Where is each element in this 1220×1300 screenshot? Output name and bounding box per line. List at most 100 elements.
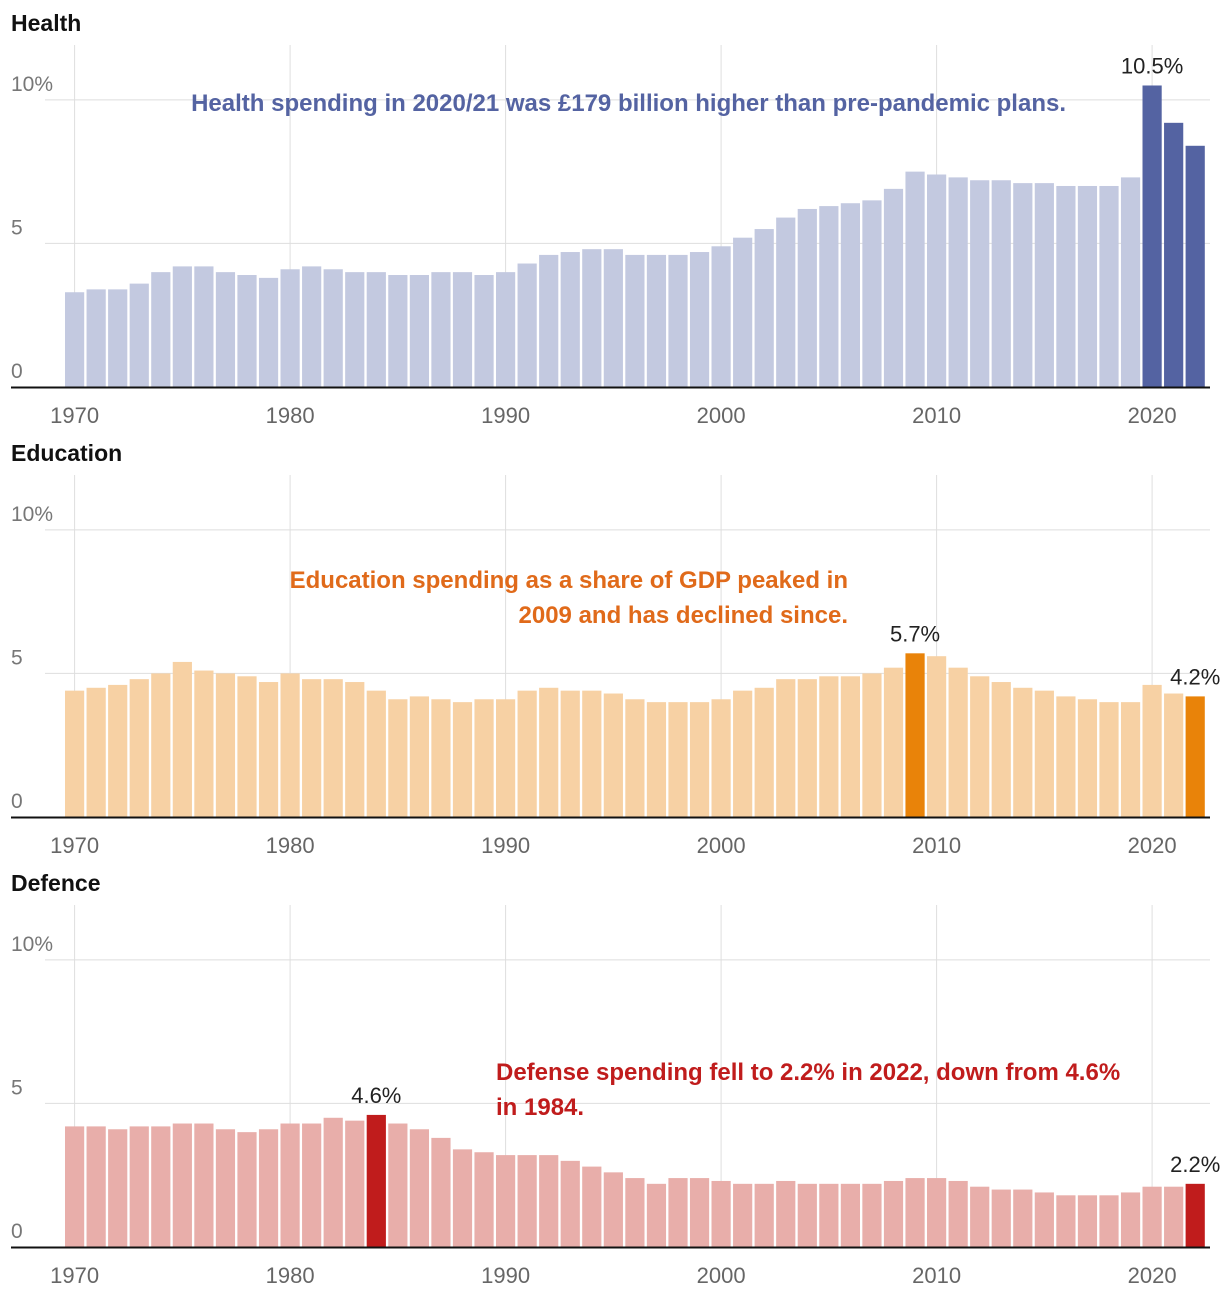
defence-bar-2011 [948,1180,968,1247]
health-bar-2021 [1164,122,1184,387]
defence-xtick-label-1980: 1980 [266,1263,315,1288]
defence-bar-1991 [517,1155,537,1247]
education-bar-1977 [215,673,236,817]
health-title: Health [11,10,82,36]
defence-bar-2013 [991,1189,1011,1247]
health-bar-1980 [280,269,300,387]
defence-bar-1970 [65,1126,85,1247]
health-bar-1994 [582,249,602,387]
defence-bar-1997 [646,1183,667,1247]
defence-bar-1996 [625,1178,645,1247]
education-bar-1987 [431,699,451,817]
health-bar-1985 [388,275,408,387]
education-bar-2010 [927,656,947,817]
defence-bar-2010 [927,1178,947,1247]
education-bar-1981 [302,679,322,817]
defence-bar-2017 [1077,1195,1098,1247]
defence-data-label-2022: 2.2% [1170,1152,1220,1177]
defence-bar-2004 [797,1183,817,1247]
defence-bar-2020 [1142,1186,1162,1247]
health-data-label-2020: 10.5% [1121,53,1183,78]
education-bar-1978 [237,676,257,817]
health-bar-2007 [862,200,882,387]
education-bar-1999 [689,702,710,817]
education-bar-2001 [733,690,753,817]
health-xtick-label-2010: 2010 [912,403,961,428]
education-bar-2008 [883,667,904,817]
education-bar-1972 [108,684,128,817]
defence-bar-2016 [1056,1195,1076,1247]
education-annotation: Education spending as a share of GDP pea… [289,567,848,629]
education-bar-2007 [862,673,882,817]
defence-bar-2014 [1013,1189,1033,1247]
education-bar-1992 [539,687,559,817]
education-bar-1971 [86,687,106,817]
education-bar-2009 [905,653,925,817]
defence-bar-1985 [388,1123,408,1247]
defence-bar-2003 [776,1180,796,1247]
education-bar-2016 [1056,696,1076,817]
education-bar-1993 [560,690,580,817]
health-xtick-label-1970: 1970 [50,403,99,428]
education-bar-2000 [711,699,731,817]
health-bar-1984 [366,272,386,387]
education-bar-2018 [1099,702,1119,817]
education-bar-1991 [517,690,537,817]
health-bar-1976 [194,266,214,387]
defence-bar-1971 [86,1126,106,1247]
health-bar-1993 [560,252,580,387]
health-bar-1983 [345,272,365,387]
health-bar-1977 [215,272,236,387]
defence-bar-1987 [431,1137,451,1247]
health-bar-1972 [108,289,128,387]
health-bar-2012 [970,180,990,387]
health-ytick-label-5: 5 [11,216,23,239]
education-data-label-2022: 4.2% [1170,664,1220,689]
education-data-label-2009: 5.7% [890,621,940,646]
education-ytick-label-10: 10% [11,503,53,526]
health-xtick-label-2020: 2020 [1128,403,1177,428]
education-bar-1976 [194,670,214,817]
defence-bar-1993 [560,1160,580,1247]
health-panel: Health 0 5 10% 1970 1980 1990 2000 2010 2020 10.5… [0,0,1220,430]
education-ytick-label-0: 0 [11,790,23,813]
education-xtick-label-1970: 1970 [50,833,99,858]
defence-bar-1982 [323,1117,343,1247]
education-xtick-label-2020: 2020 [1128,833,1177,858]
defence-bar-1999 [689,1178,710,1247]
defence-xtick-label-2020: 2020 [1128,1263,1177,1288]
education-bar-1995 [603,693,623,817]
defence-bar-2022 [1185,1183,1205,1247]
education-bar-1996 [625,699,645,817]
education-bar-1970 [65,690,85,817]
health-bar-1991 [517,263,537,387]
health-bar-1995 [603,249,623,387]
health-bar-1988 [452,272,473,387]
education-bar-1988 [452,702,473,817]
defence-bar-1977 [215,1129,236,1247]
education-xtick-label-1990: 1990 [481,833,530,858]
health-bar-2010 [927,174,947,387]
health-bar-2017 [1077,185,1098,387]
defence-bar-1994 [582,1166,602,1247]
defence-bar-1998 [668,1178,688,1247]
education-panel: Education 0 5 10% 1970 1980 1990 2000 2010 2020 5… [0,430,1220,860]
education-bar-2003 [776,679,796,817]
health-bar-1974 [151,272,171,387]
defence-xtick-label-1970: 1970 [50,1263,99,1288]
defence-bar-2007 [862,1183,882,1247]
education-bar-1983 [345,682,365,817]
defence-bar-1979 [258,1129,279,1247]
defence-bar-1988 [452,1149,473,1247]
defence-bar-2021 [1164,1186,1184,1247]
education-bar-1974 [151,673,171,817]
health-bar-1999 [689,252,710,387]
health-chart: 0 5 10% 1970 1980 1990 2000 2010 2020 10.5% [11,45,1210,428]
education-bar-2014 [1013,687,1033,817]
defence-bar-1995 [603,1172,623,1247]
health-bar-2014 [1013,183,1033,387]
health-bar-1986 [409,275,429,387]
health-bar-2008 [883,188,904,387]
defence-bar-2002 [754,1183,774,1247]
